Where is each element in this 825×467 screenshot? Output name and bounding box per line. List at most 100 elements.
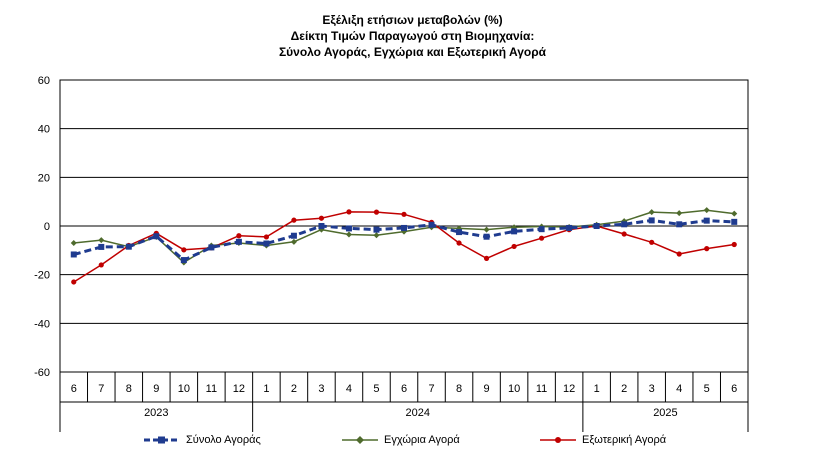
data-point-total [428, 221, 435, 228]
data-point-domestic [345, 231, 352, 238]
data-point-total [456, 229, 463, 236]
data-point-domestic [70, 240, 77, 247]
chart-subtitle-line3: Σύνολο Αγοράς, Εγχώρια και Εξωτερική Αγο… [278, 45, 547, 59]
data-point-total [731, 218, 738, 225]
data-point-external [318, 215, 325, 221]
x-tick-label: 12 [233, 383, 245, 395]
data-point-total [511, 228, 518, 235]
data-point-domestic [290, 238, 297, 245]
data-point-total [593, 223, 600, 229]
y-tick-label: -60 [34, 367, 50, 379]
data-point-total [98, 243, 105, 250]
data-point-external [373, 209, 380, 215]
data-point-total [373, 226, 380, 233]
data-point-total [401, 224, 407, 231]
legend-swatch-external [540, 437, 576, 443]
legend-label-total: Σύνολο Αγοράς [186, 434, 261, 446]
x-tick-label: 2 [621, 383, 627, 395]
x-tick-label: 3 [649, 383, 655, 395]
x-tick-label: 1 [594, 383, 600, 395]
data-point-total [566, 224, 573, 231]
data-point-external [511, 243, 517, 250]
data-point-external [98, 262, 104, 268]
data-point-external [621, 231, 627, 237]
data-point-total [483, 233, 490, 240]
plot-area-border [59, 79, 749, 373]
data-point-external [236, 233, 242, 239]
x-tick-label: 5 [704, 383, 710, 395]
x-tick-label: 6 [71, 383, 77, 395]
data-point-total [538, 226, 545, 233]
data-point-external [704, 246, 710, 252]
data-point-domestic [731, 210, 738, 217]
legend-label-external: Εξωτερική Αγορά [582, 434, 667, 446]
data-point-domestic [676, 210, 683, 217]
data-point-external [539, 235, 545, 241]
x-tick-label: 4 [676, 383, 682, 395]
data-point-domestic [373, 232, 380, 239]
year-label: 2024 [406, 407, 430, 419]
legend-label-domestic: Εγχώρια Αγορά [384, 434, 460, 446]
x-tick-label: 9 [483, 383, 489, 395]
x-tick-label: 8 [126, 383, 132, 395]
y-tick-label: 20 [38, 172, 50, 184]
data-point-external [483, 255, 490, 261]
x-tick-label: 8 [456, 383, 462, 395]
data-point-external [346, 209, 352, 215]
data-point-total [235, 238, 242, 245]
y-tick-label: 60 [38, 75, 50, 87]
data-point-total [318, 223, 325, 229]
data-point-total [125, 243, 132, 250]
data-point-external [263, 234, 269, 240]
legend-item-external: Εξωτερική Αγορά [538, 434, 666, 446]
x-tick-label: 7 [428, 383, 434, 395]
x-tick-label: 9 [153, 383, 159, 395]
data-point-external [649, 239, 655, 245]
data-point-domestic [703, 207, 710, 214]
x-tick-label: 11 [206, 383, 217, 395]
legend-swatch-domestic [342, 436, 378, 444]
x-tick-label: 1 [263, 383, 269, 395]
data-point-total [290, 232, 297, 239]
data-point-total [153, 233, 160, 240]
data-point-external [401, 211, 407, 217]
data-point-domestic [648, 209, 655, 216]
x-tick-label: 12 [563, 383, 575, 395]
x-tick-label: 7 [98, 383, 104, 395]
x-tick-label: 11 [536, 383, 547, 395]
data-point-external [71, 279, 77, 285]
data-point-total [180, 257, 187, 264]
data-point-total [70, 251, 77, 258]
data-point-external [291, 217, 297, 223]
data-point-total [208, 244, 215, 251]
chart-title: Εξέλιξη ετήσιων μεταβολών (%) [322, 13, 503, 27]
y-tick-label: -20 [34, 270, 50, 282]
y-tick-label: -40 [34, 318, 50, 330]
data-point-total [345, 225, 352, 232]
x-tick-label: 2 [291, 383, 297, 395]
chart-subtitle-line2: Δείκτη Τιμών Παραγωγού στη Βιομηχανία: [290, 29, 535, 43]
data-point-external [676, 251, 682, 257]
x-tick-label: 6 [401, 383, 407, 395]
data-point-total [621, 221, 628, 228]
data-point-external [456, 240, 462, 246]
legend-item-total: Σύνολο Αγοράς [142, 434, 261, 446]
x-tick-label: 10 [178, 383, 190, 395]
data-point-total [703, 217, 710, 224]
legend-item-domestic: Εγχώρια Αγορά [340, 434, 460, 446]
x-tick-label: 6 [731, 383, 737, 395]
data-point-total [676, 221, 683, 228]
series-line-2 [73, 211, 735, 283]
legend-swatch-total [144, 436, 180, 444]
y-tick-label: 0 [44, 221, 50, 233]
series-line-1 [73, 209, 735, 264]
y-tick-label: 40 [38, 124, 50, 136]
x-tick-label: 5 [373, 383, 379, 395]
data-point-total [263, 240, 270, 247]
data-point-total [648, 217, 655, 224]
data-point-domestic [98, 237, 105, 244]
year-label: 2023 [144, 407, 168, 419]
x-tick-label: 4 [346, 383, 352, 395]
x-tick-label: 3 [318, 383, 324, 395]
